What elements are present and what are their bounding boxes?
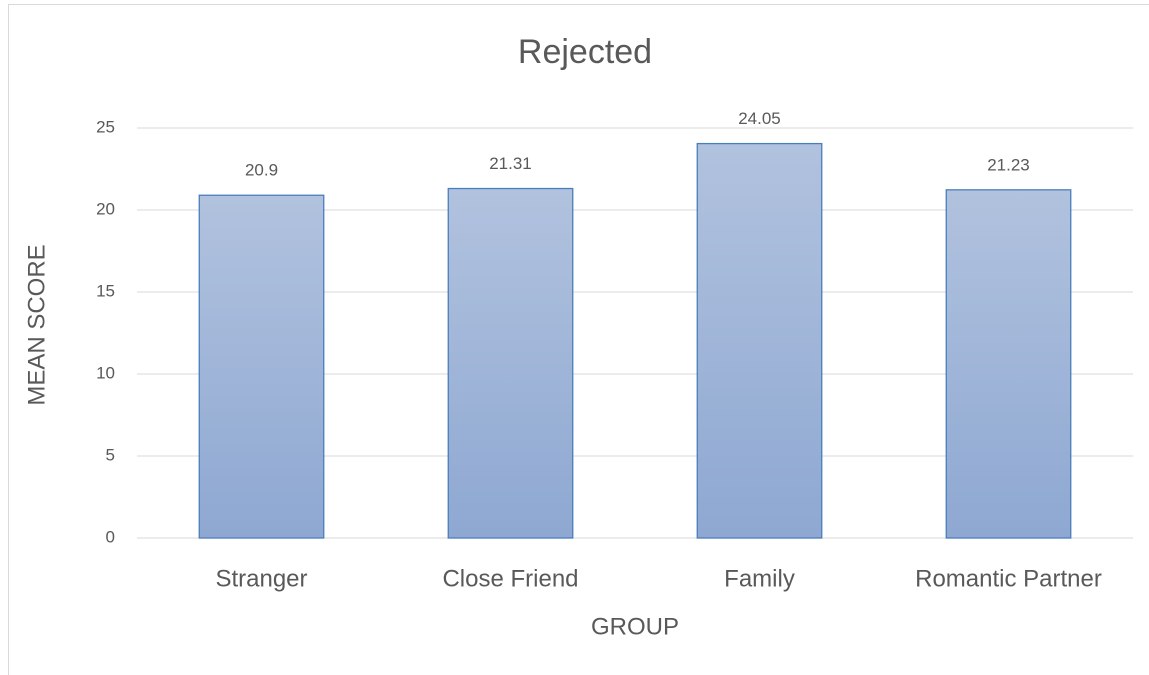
- bar: [198, 194, 325, 539]
- chart-title: Rejected: [518, 33, 652, 71]
- x-tick-label: Romantic Partner: [915, 565, 1102, 592]
- y-axis-label: MEAN SCORE: [23, 244, 50, 405]
- x-axis-label: GROUP: [591, 613, 679, 640]
- x-tick-label: Family: [724, 565, 795, 592]
- x-tick-label: Stranger: [215, 565, 307, 592]
- data-label: 21.31: [489, 154, 532, 173]
- data-label: 20.9: [245, 161, 278, 180]
- y-tick-label: 15: [96, 281, 115, 300]
- bar: [945, 189, 1072, 539]
- data-label: 24.05: [738, 109, 781, 128]
- y-tick-label: 10: [96, 363, 115, 382]
- y-tick-label: 25: [96, 117, 115, 136]
- data-label: 21.23: [987, 155, 1030, 174]
- chart-border: [8, 4, 1149, 675]
- y-tick-label: 5: [106, 445, 115, 464]
- y-tick-label: 0: [106, 527, 115, 546]
- bar: [696, 142, 823, 539]
- y-tick-label: 20: [96, 199, 115, 218]
- bar: [447, 187, 574, 539]
- x-tick-label: Close Friend: [442, 565, 578, 592]
